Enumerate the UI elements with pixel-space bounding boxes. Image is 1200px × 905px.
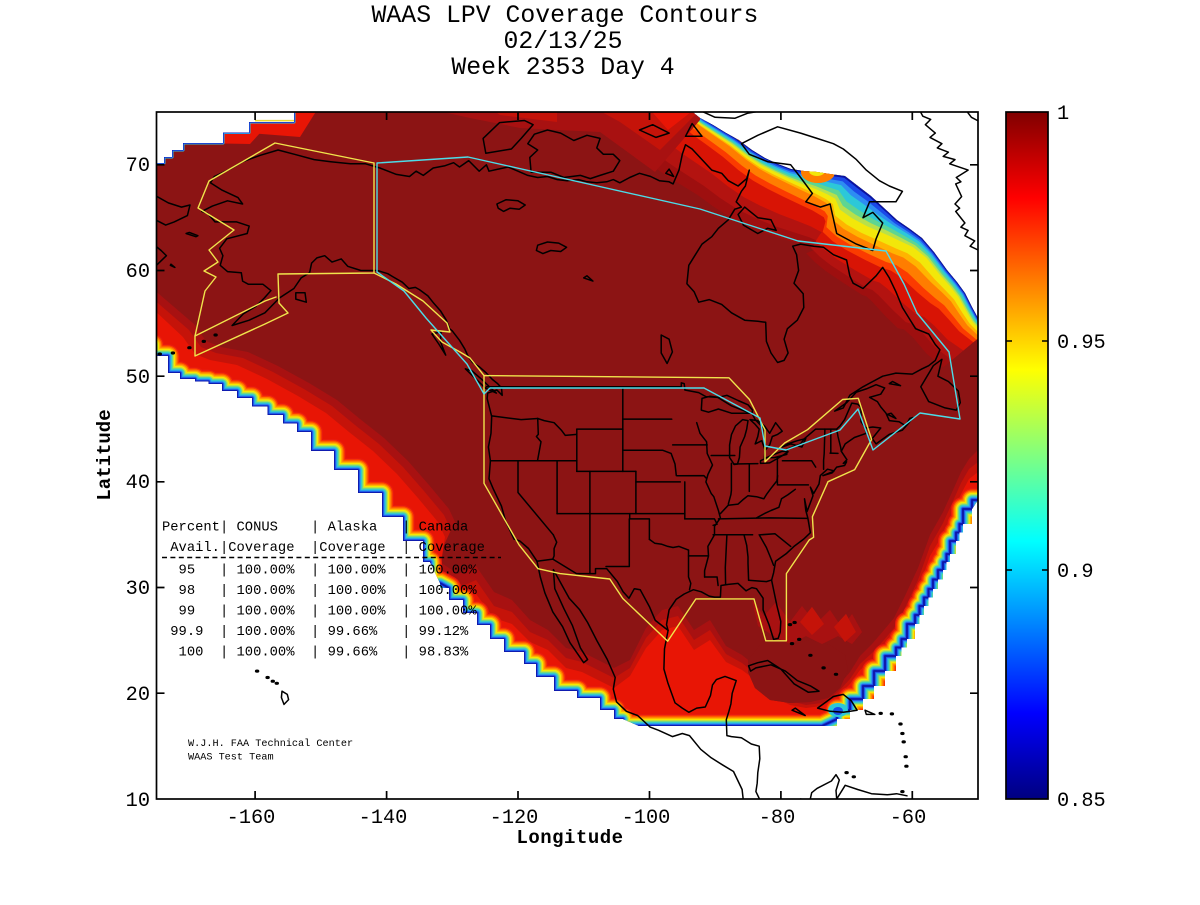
svg-text:70: 70	[126, 155, 150, 178]
svg-text:99 | 100.00% | 100.00% | 1: 99 | 100.00% | 100.00% | 100.00%	[162, 604, 477, 620]
svg-text:50: 50	[126, 367, 150, 390]
svg-text:10: 10	[126, 790, 150, 813]
svg-text:99.9 | 100.00% | 99.66% |: 99.9 | 100.00% | 99.66% | 99.12%	[162, 624, 469, 640]
svg-text:0.85: 0.85	[1057, 790, 1106, 813]
svg-text:02/13/25: 02/13/25	[503, 28, 622, 56]
svg-text:-100: -100	[622, 807, 671, 830]
svg-text:100 | 100.00% | 99.66% | 9: 100 | 100.00% | 99.66% | 98.83%	[162, 645, 469, 661]
svg-text:20: 20	[126, 684, 150, 707]
svg-text:0.9: 0.9	[1057, 561, 1094, 584]
svg-text:Avail.|Coverage |Coverage |: Avail.|Coverage |Coverage | Coverage	[162, 540, 485, 556]
svg-text:-80: -80	[759, 807, 796, 830]
svg-text:98 | 100.00% | 100.00% | 1: 98 | 100.00% | 100.00% | 100.00%	[162, 583, 477, 599]
svg-text:40: 40	[126, 472, 150, 495]
svg-text:60: 60	[126, 261, 150, 284]
svg-text:-140: -140	[359, 807, 408, 830]
svg-text:Latitude: Latitude	[94, 409, 116, 500]
svg-text:0.95: 0.95	[1057, 332, 1106, 355]
svg-text:-60: -60	[890, 807, 927, 830]
svg-text:WAAS LPV Coverage Contours: WAAS LPV Coverage Contours	[372, 2, 759, 30]
svg-text:WAAS Test Team: WAAS Test Team	[188, 753, 274, 764]
svg-text:-120: -120	[490, 807, 539, 830]
svg-text:30: 30	[126, 578, 150, 601]
svg-text:Week 2353 Day 4: Week 2353 Day 4	[451, 54, 674, 82]
svg-text:95 | 100.00% | 100.00% | 1: 95 | 100.00% | 100.00% | 100.00%	[162, 563, 477, 579]
svg-text:-160: -160	[227, 807, 276, 830]
svg-text:Percent| CONUS | Alaska |: Percent| CONUS | Alaska | Canada	[162, 520, 468, 536]
svg-text:Longitude: Longitude	[516, 827, 623, 849]
svg-text:W.J.H. FAA Technical Center: W.J.H. FAA Technical Center	[188, 738, 353, 750]
svg-text:1: 1	[1057, 103, 1069, 126]
